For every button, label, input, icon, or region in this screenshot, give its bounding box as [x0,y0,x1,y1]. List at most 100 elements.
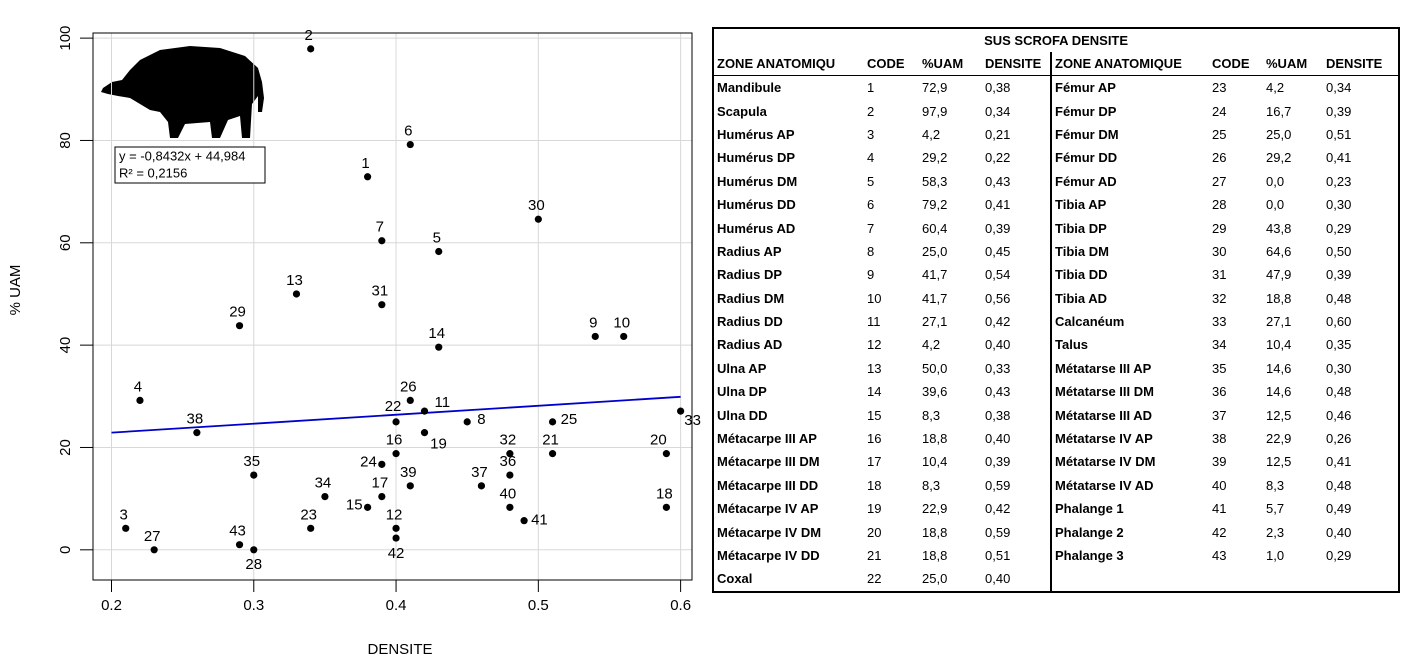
table-cell: 37 [1212,407,1227,423]
table-cell: 0,33 [985,360,1011,376]
point-label: 12 [386,506,403,523]
table-cell: 0,38 [985,80,1011,96]
table-cell: 22,9 [922,501,948,517]
point [392,418,400,426]
table-cell: 26 [1212,150,1227,166]
table-cell: 0,21 [985,126,1011,142]
x-tick-label: 0.6 [670,597,691,614]
table-cell: ZONE ANATOMIQU [713,52,864,76]
table-cell: 0,22 [985,150,1011,166]
point-label: 42 [388,545,405,562]
table-cell: 0,0 [1266,173,1285,189]
point [506,450,514,458]
point [250,546,258,554]
point [321,492,329,501]
x-tick-label: 0.4 [386,597,407,614]
table-cell: 41,7 [922,267,948,283]
table-cell: Radius DP [717,267,783,283]
annotation-box [114,146,266,184]
table-cell: 4,2 [922,337,941,353]
table-cell: Phalange 3 [1050,543,1209,568]
point [364,503,372,511]
table-row: Métacarpe III DM 17 10,4 0,39 Métatarse IV D… [713,450,1399,474]
table-cell: Scapula [717,103,767,119]
table-row: Radius AD 12 4,2 0,40 Talus 34 10,4 0,35 [713,333,1399,357]
point [677,407,685,415]
table-row: Métacarpe IV DD 21 18,8 0,51 Phalange 3 43 1,0… [713,543,1399,568]
table-cell: 0,54 [985,267,1011,283]
point-label: 17 [371,475,388,492]
table-cell: 8,3 [922,407,941,423]
point [463,418,471,426]
data-table: SUS SCROFA DENSITE ZONE ANATOMIQU CODE %UAM… [712,27,1401,593]
table-cell: Métatarse IV AP [1050,426,1209,451]
point [406,396,414,404]
table-cell: 33 [1212,314,1227,330]
point [534,215,542,223]
table-row: Humérus AD 7 60,4 0,39 Tibia DP 29 43,8 0,29 [713,216,1399,240]
y-tick-label: 80 [57,132,74,149]
table-cell: 8,3 [1266,477,1285,493]
y-axis-label: % UAM [7,265,24,316]
table-cell: Ulna DD [717,407,768,423]
point-label: 21 [542,432,559,449]
table-cell: Métatarse III DM [1050,380,1209,404]
table-cell: 0,48 [1326,384,1352,400]
table-cell: Humérus AP [717,126,795,142]
table-cell: 43,8 [1266,220,1292,236]
table-cell: 12,5 [1266,407,1292,423]
table-cell: 0,30 [1326,197,1352,213]
table-cell: 18,8 [922,548,948,563]
table-cell: 0,41 [1326,150,1352,166]
point [420,429,429,437]
point-label: 38 [187,411,204,428]
table-cell: Humérus DM [717,173,798,189]
table-row: Radius DD 11 27,1 0,42 Calcanéum 33 27,1 0,60 [713,309,1399,334]
table-cell: Fémur AD [1050,169,1209,193]
table-cell: ZONE ANATOMIQUE [1050,52,1209,76]
table-cell: 0,48 [1326,290,1352,306]
table-row: Ulna AP 13 50,0 0,33 Métatarse III AP 35 14,6 0… [713,356,1399,381]
table-cell: 0,41 [1326,454,1352,470]
point-label: 41 [531,512,548,529]
point [435,247,443,256]
table-cell: 21 [867,548,882,563]
table-cell: 0,45 [985,243,1011,259]
y-tick-label: 40 [57,337,74,354]
table-cell: Tibia DD [1050,263,1209,287]
table-cell: 18,8 [922,524,948,540]
point [235,541,244,549]
table-row: Métacarpe IV AP 19 22,9 0,42 Phalange 1 41 5,7… [713,497,1399,521]
point-label: 23 [300,506,317,523]
table-cell: 0,56 [985,290,1011,306]
point [520,517,528,525]
table-cell: 0,39 [985,220,1011,236]
table-cell: 0,41 [985,197,1011,213]
point-label: 26 [400,378,417,395]
table-cell: 2 [867,103,875,119]
table-cell: 2,3 [1266,524,1285,540]
table-cell: 0,42 [985,314,1011,330]
table-cell: 30 [1212,243,1227,259]
table-cell: 60,4 [922,220,948,236]
point [506,471,514,479]
table-cell: 32 [1212,290,1227,306]
table-cell: 0,30 [1326,360,1352,376]
table-cell: 0,29 [1326,548,1352,563]
table-cell: 0,39 [1326,267,1352,283]
table-cell: 16 [867,431,882,447]
table-cell: Fémur DM [1050,122,1209,147]
table-cell: Métacarpe III DD [717,477,819,493]
point-label: 3 [120,506,128,523]
table-cell: 0,50 [1326,243,1352,259]
table-cell: 47,9 [1266,267,1292,283]
table-row: Coxal 22 25,0 0,40 [713,567,1399,592]
table-cell: CODE [1209,52,1263,76]
table-cell: 22,9 [1266,431,1292,447]
point-label: 11 [435,394,451,411]
point [620,332,628,341]
table-cell: Phalange 1 [1050,497,1209,521]
table-cell: Fémur AP [1050,75,1209,100]
table-cell: 0,49 [1326,501,1352,517]
table-cell: 23 [1212,80,1227,96]
